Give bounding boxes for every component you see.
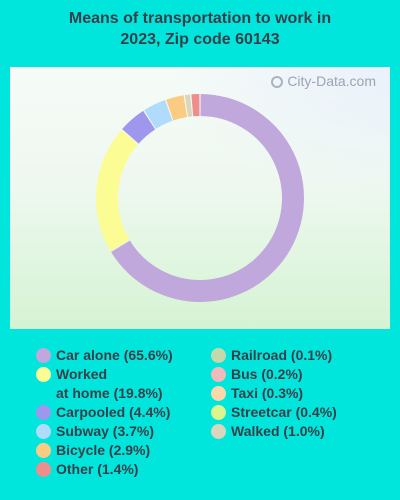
donut-slice-3 bbox=[144, 100, 173, 129]
legend-item: Other (1.4%) bbox=[36, 460, 173, 479]
chart-title: Means of transportation to work in 2023,… bbox=[0, 8, 400, 50]
legend-label: Railroad (0.1%) bbox=[231, 347, 333, 363]
legend-swatch bbox=[211, 367, 226, 382]
watermark-text: City-Data.com bbox=[287, 73, 376, 89]
legend-item: Walked (1.0%) bbox=[211, 422, 337, 441]
legend-item: Worked at home (19.8%) bbox=[36, 365, 173, 403]
legend-swatch bbox=[36, 443, 51, 458]
legend-label: Other (1.4%) bbox=[56, 461, 139, 477]
legend-left-column: Car alone (65.6%) Worked at home (19.8%) C… bbox=[36, 346, 173, 479]
legend-swatch bbox=[211, 386, 226, 401]
legend-item: Carpooled (4.4%) bbox=[36, 403, 173, 422]
legend-label: Walked (1.0%) bbox=[231, 423, 325, 439]
watermark: City-Data.com bbox=[271, 73, 376, 89]
legend-label: Worked at home (19.8%) bbox=[56, 366, 163, 401]
legend-swatch bbox=[36, 462, 51, 477]
legend-label: Car alone (65.6%) bbox=[56, 347, 173, 363]
legend-label: Carpooled (4.4%) bbox=[56, 404, 171, 420]
legend-item: Taxi (0.3%) bbox=[211, 384, 337, 403]
legend-label: Streetcar (0.4%) bbox=[231, 404, 337, 420]
chart-title-line-1: Means of transportation to work in bbox=[68, 10, 332, 27]
legend-item: Railroad (0.1%) bbox=[211, 346, 337, 365]
legend-swatch bbox=[36, 348, 51, 363]
legend-label: Subway (3.7%) bbox=[56, 423, 155, 439]
legend-right-column: Railroad (0.1%) Bus (0.2%) Taxi (0.3%) Stre… bbox=[211, 346, 337, 441]
legend-swatch bbox=[211, 348, 226, 363]
legend-item: Streetcar (0.4%) bbox=[211, 403, 337, 422]
magnifier-icon bbox=[271, 76, 284, 88]
legend-item: Bus (0.2%) bbox=[211, 365, 337, 384]
legend-swatch bbox=[211, 424, 226, 439]
legend-label: Bicycle (2.9%) bbox=[56, 442, 151, 458]
donut-slice-1 bbox=[96, 130, 138, 251]
donut-slice-5 bbox=[184, 94, 193, 117]
donut-slice-4 bbox=[166, 95, 188, 121]
legend-swatch bbox=[36, 405, 51, 420]
donut-slice-2 bbox=[122, 110, 156, 144]
legend-swatch bbox=[36, 367, 51, 382]
legend-swatch bbox=[36, 424, 51, 439]
chart-title-line-2: 2023, Zip code 60143 bbox=[120, 31, 280, 48]
donut-slice-6 bbox=[191, 94, 200, 117]
legend-label: Taxi (0.3%) bbox=[231, 385, 304, 401]
legend-swatch bbox=[211, 405, 226, 420]
legend-item: Car alone (65.6%) bbox=[36, 346, 173, 365]
legend-label: Bus (0.2%) bbox=[231, 366, 303, 382]
legend-item: Subway (3.7%) bbox=[36, 422, 173, 441]
legend-item: Bicycle (2.9%) bbox=[36, 441, 173, 460]
